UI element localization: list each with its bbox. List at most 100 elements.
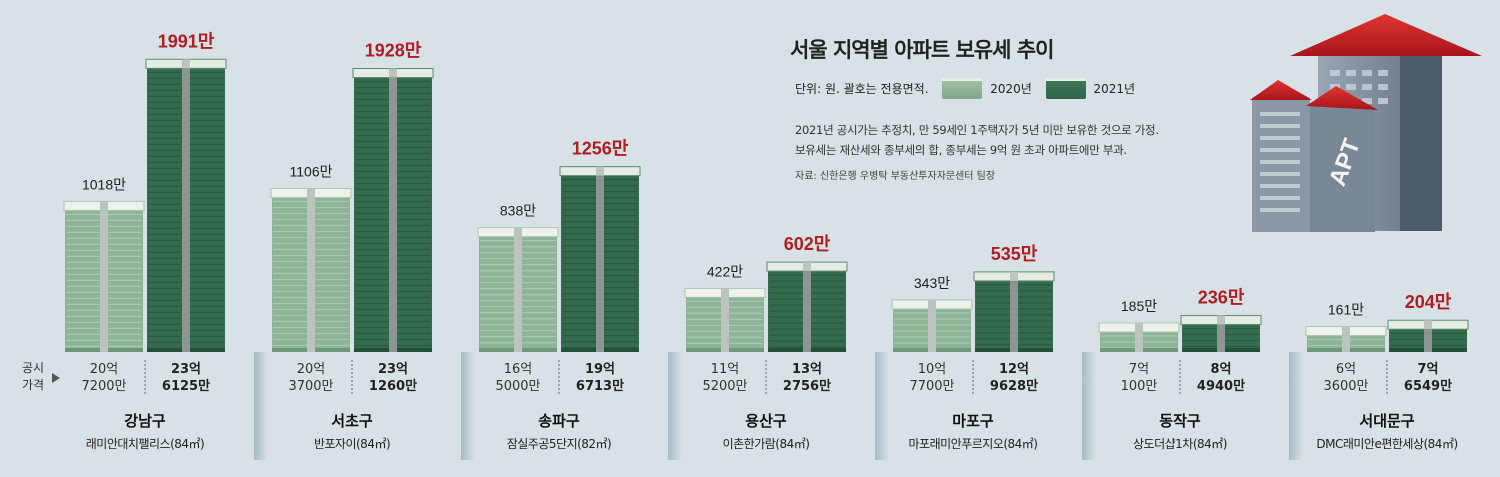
value-label-2020: 422만 [707, 263, 743, 279]
district-label: 서대문구 [1359, 412, 1414, 430]
price-2020-line2: 3600만 [1323, 379, 1368, 394]
price-2020-line1: 7억 [1129, 362, 1149, 377]
money-stack-2020 [891, 299, 973, 352]
price-2021-line1: 19억 [585, 362, 615, 377]
value-label-2021: 204만 [1405, 292, 1452, 312]
value-label-2020: 838만 [500, 203, 536, 219]
price-2021-line2: 4940만 [1197, 378, 1245, 394]
money-stack-2021 [973, 271, 1055, 352]
district-label: 송파구 [538, 412, 580, 430]
value-label-2020: 161만 [1328, 301, 1364, 317]
money-stack-2021 [352, 68, 434, 353]
apartment-building-illustration: APT [1250, 14, 1482, 232]
price-2020-line2: 7700만 [909, 379, 954, 394]
money-stack-2020 [63, 200, 145, 352]
value-label-2021: 1991만 [158, 31, 215, 51]
price-2021-line1: 23억 [171, 362, 201, 377]
price-2020-line1: 20억 [297, 362, 326, 377]
value-label-2021: 236만 [1198, 288, 1245, 308]
note-line-1: 2021년 공시가는 추정치, 만 59세인 1주택자가 5년 미만 보유한 것… [795, 123, 1159, 137]
group-separator [461, 352, 475, 460]
price-2021-line1: 23억 [378, 362, 408, 377]
apartment-label: 잠실주공5단지(82㎡) [507, 437, 612, 451]
bar-groups: 1018만1991만20억7200만23억6125만강남구래미안대치팰리스(84… [63, 31, 1469, 460]
district-label: 마포구 [952, 412, 994, 430]
money-stack-2020 [477, 227, 559, 352]
price-2020-line2: 5200만 [702, 379, 747, 394]
price-2021-line2: 6125만 [162, 378, 210, 394]
group-separator [1082, 352, 1096, 460]
price-2021-line2: 6713만 [576, 378, 624, 394]
source-note: 자료: 신한은행 우병탁 부동산투자자문센터 팀장 [795, 171, 996, 182]
price-2020-line2: 3700만 [288, 379, 333, 394]
district-label: 서초구 [331, 412, 373, 430]
legend-label-2021: 2021년 [1093, 82, 1136, 96]
apartment-label: 마포래미안푸르지오(84㎡) [909, 437, 1038, 451]
value-label-2021: 1256만 [572, 139, 629, 159]
money-stack-2020 [684, 287, 766, 352]
group-separator [875, 352, 889, 460]
price-2020-line2: 5000만 [495, 379, 540, 394]
money-stack-2021 [145, 58, 227, 353]
price-2020-line1: 10억 [918, 362, 947, 377]
district-label: 동작구 [1159, 412, 1201, 430]
legend: 단위: 원. 괄호는 전용면적. 2020년 2021년 [795, 78, 1135, 99]
price-row-label-line1: 공시 [22, 361, 44, 375]
price-2020-line2: 7200만 [81, 379, 126, 394]
price-2021-line2: 9628만 [990, 378, 1038, 394]
assumption-notes: 2021년 공시가는 추정치, 만 59세인 1주택자가 5년 미만 보유한 것… [795, 120, 1159, 160]
money-stack-2021 [1387, 319, 1469, 352]
price-2021-line1: 7억 [1417, 362, 1438, 377]
legend-swatch-2021 [1045, 78, 1086, 99]
money-stack-2021 [766, 261, 848, 352]
price-2020-line1: 16억 [504, 362, 533, 377]
apartment-label: 상도더샵1차(84㎡) [1133, 437, 1227, 451]
district-group: 343만 535만 10억 7700만 12억9628만마포구마포래미안푸르지오(84㎡… [875, 244, 1055, 460]
group-separator [254, 352, 268, 460]
price-2020-line1: 11억 [711, 362, 740, 377]
apartment-label: DMC래미안e편한세상(84㎡) [1316, 437, 1457, 451]
chart-title: 서울 지역별 아파트 보유세 추이 [790, 38, 1054, 62]
money-stack-2020 [1098, 322, 1180, 352]
value-label-2020: 343만 [914, 275, 950, 291]
district-group: 1018만 1991만 20억 7200만 23억6125만강남구래미안대치팰리스(84… [63, 31, 227, 451]
district-label: 용산구 [745, 412, 787, 430]
money-stack-2020 [270, 188, 352, 352]
money-stack-2020 [1305, 325, 1387, 352]
value-label-2020: 1106만 [290, 164, 333, 180]
money-stack-2021 [1180, 315, 1262, 352]
price-2021-line2: 6549만 [1404, 378, 1452, 394]
note-line-2: 보유세는 재산세와 종부세의 합, 종부세는 9억 원 초과 아파트에만 부과. [795, 143, 1127, 157]
price-2020-line2: 100만 [1121, 379, 1158, 394]
group-separator [668, 352, 682, 460]
district-label: 강남구 [124, 412, 166, 430]
value-label-2020: 1018만 [82, 176, 126, 192]
value-label-2021: 602만 [784, 234, 831, 254]
apartment-label: 반포자이(84㎡) [314, 437, 390, 451]
legend-swatch-2020 [942, 78, 983, 99]
price-2021-line1: 13억 [792, 362, 822, 377]
apartment-label: 래미안대치팰리스(84㎡) [86, 437, 204, 451]
money-stack-2021 [559, 166, 641, 352]
price-2021-line2: 1260만 [369, 378, 417, 394]
price-2020-line1: 20억 [90, 362, 119, 377]
group-separator [1289, 352, 1303, 460]
price-2021-line1: 8억 [1210, 362, 1231, 377]
value-label-2021: 1928만 [365, 41, 422, 61]
price-2020-line1: 6억 [1336, 362, 1356, 377]
value-label-2021: 535만 [991, 244, 1038, 264]
price-row-arrow-icon [52, 373, 60, 383]
unit-note: 단위: 원. 괄호는 전용면적. [795, 82, 929, 96]
legend-label-2020: 2020년 [990, 82, 1032, 96]
value-label-2020: 185만 [1121, 298, 1157, 314]
price-2021-line2: 2756만 [783, 378, 831, 394]
price-row-label-line2: 가격 [22, 378, 44, 392]
price-2021-line1: 12억 [999, 362, 1029, 377]
apartment-label: 이촌한가람(84㎡) [723, 437, 810, 451]
